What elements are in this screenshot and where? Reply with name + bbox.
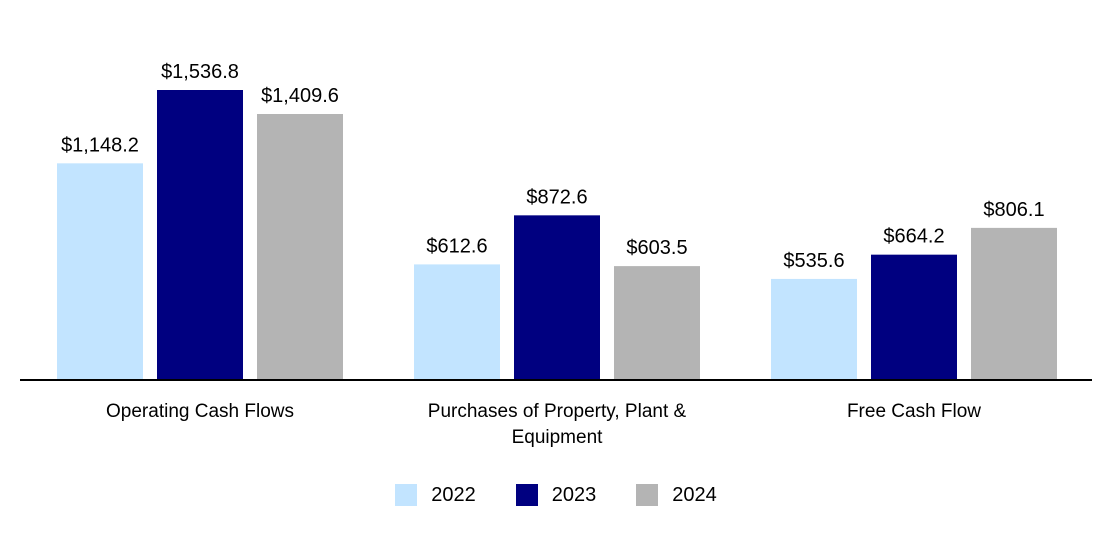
legend-label-2022: 2022 — [431, 483, 476, 506]
category-label-line: Operating Cash Flows — [106, 401, 294, 422]
value-label-2024-2: $806.1 — [983, 199, 1044, 221]
value-label-2024-1: $603.5 — [626, 237, 687, 259]
legend-swatch-2023 — [515, 484, 538, 506]
bar-2023-1 — [514, 215, 600, 380]
category-label-0: Operating Cash Flows — [106, 401, 294, 422]
category-label-1: Purchases of Property, Plant & Equipment — [428, 401, 687, 448]
category-label-line: Equipment — [512, 427, 604, 448]
value-label-2022-0: $1,148.2 — [61, 134, 139, 156]
legend: 2022 2023 2024 — [0, 480, 1112, 510]
value-label-2024-0: $1,409.6 — [261, 85, 339, 107]
bar-2022-2 — [771, 278, 857, 380]
category-label-2: Free Cash Flow — [847, 401, 981, 422]
bar-2023-0 — [157, 90, 243, 380]
value-label-2022-1: $612.6 — [426, 235, 487, 257]
value-label-2023-1: $872.6 — [526, 186, 587, 208]
value-label-2023-0: $1,536.8 — [161, 61, 239, 83]
value-label-2023-2: $664.2 — [883, 226, 944, 248]
bar-2023-2 — [871, 254, 957, 380]
value-labels-group: $1,148.2 $1,536.8 $1,409.6 $612.6 $872.6 $603… — [61, 61, 1045, 272]
category-label-line: Free Cash Flow — [847, 401, 981, 422]
bar-2022-1 — [414, 264, 500, 380]
legend-item-2024: 2024 — [636, 484, 717, 507]
bar-2024-0 — [257, 114, 343, 381]
category-labels-group: Operating Cash Flows Purchases of Propert… — [106, 401, 981, 448]
bars-group — [57, 90, 1057, 381]
legend-swatch-2024 — [636, 484, 659, 506]
legend-swatch-2022 — [395, 484, 418, 506]
bar-chart: $1,148.2 $1,536.8 $1,409.6 $612.6 $872.6 $603… — [20, 61, 1092, 448]
legend-item-2022: 2022 — [395, 484, 476, 507]
bar-2024-2 — [971, 227, 1057, 380]
value-label-2022-2: $535.6 — [783, 250, 844, 272]
bar-2024-1 — [614, 266, 700, 380]
category-label-line: Purchases of Property, Plant & — [428, 401, 687, 422]
legend-label-2024: 2024 — [672, 483, 717, 506]
bar-2022-0 — [57, 163, 143, 380]
legend-item-2023: 2023 — [515, 483, 597, 507]
legend-label-2023: 2023 — [551, 483, 597, 506]
